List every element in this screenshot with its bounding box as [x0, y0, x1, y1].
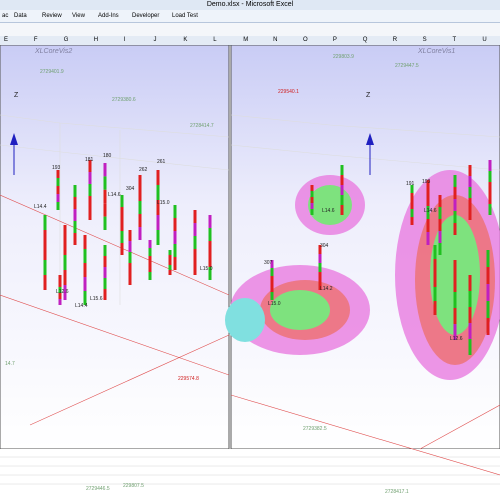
drill-label: L14.6: [424, 208, 437, 214]
column-header[interactable]: H: [93, 37, 99, 43]
grade-shells: [225, 170, 500, 380]
ribbon-tab[interactable]: Review: [42, 13, 62, 19]
drill-label: L15.6: [90, 296, 103, 302]
box-frame: [0, 114, 500, 305]
drill-label: L14.6: [108, 192, 121, 198]
drill-label: 304: [126, 186, 135, 192]
column-header[interactable]: L: [213, 37, 217, 43]
coordinate-label: 229540.1: [278, 89, 299, 95]
axis-label: Z: [14, 92, 19, 99]
column-header[interactable]: M: [243, 37, 249, 43]
ribbon: ac Data Review View Add-Ins Developer Load Tes…: [0, 10, 500, 23]
drill-label: 307: [264, 260, 273, 266]
pane-title: XLCoreVis1: [417, 48, 455, 55]
drill-label: L15.0: [157, 200, 170, 206]
coordinate-label: 229574.8: [178, 376, 199, 382]
drill-label: L14.6: [322, 208, 335, 214]
drill-label: 191: [406, 181, 415, 187]
left-pane: [0, 45, 230, 450]
axis-label: Z: [366, 92, 371, 99]
title-bar: Demo.xlsx - Microsoft Excel: [0, 0, 500, 10]
coordinate-label: 14.7: [5, 361, 15, 367]
column-header[interactable]: R: [392, 37, 398, 43]
formula-area: [0, 23, 500, 37]
coordinate-label: 2729380.6: [112, 97, 136, 103]
column-header[interactable]: N: [273, 37, 278, 43]
drill-label: 193: [422, 179, 431, 185]
coordinate-label: 2729446.5: [86, 486, 110, 492]
drill-holes: [43, 160, 492, 355]
ribbon-tab[interactable]: ac: [2, 13, 9, 19]
coordinate-label: 229803.9: [333, 54, 354, 60]
drill-label: L15.0: [268, 301, 281, 307]
ribbon-tab[interactable]: Developer: [132, 13, 160, 19]
column-header[interactable]: T: [452, 37, 457, 43]
column-header[interactable]: G: [63, 37, 69, 43]
ribbon-tab[interactable]: Data: [14, 13, 27, 19]
z-arrows: [10, 133, 374, 175]
coordinate-label: 2729382.5: [303, 426, 327, 432]
pane-title: XLCoreVis2: [34, 48, 72, 55]
drill-label: L12.6: [56, 289, 69, 295]
column-header[interactable]: O: [303, 37, 308, 43]
sheet-rows: [0, 449, 500, 500]
drill-label: 193: [52, 165, 61, 171]
coordinate-label: 229807.5: [123, 483, 144, 489]
cell-grid: [0, 456, 500, 485]
ribbon-tab[interactable]: Load Test: [172, 13, 198, 19]
column-header[interactable]: I: [123, 37, 126, 43]
drill-label: 181: [85, 157, 94, 163]
drill-label: L14.2: [320, 286, 333, 292]
window-title: Demo.xlsx - Microsoft Excel: [206, 1, 294, 8]
drill-label: 180: [103, 153, 112, 159]
drill-label: 262: [139, 167, 148, 173]
coordinate-label: 2729401.9: [40, 69, 64, 75]
base-lines: [0, 194, 500, 476]
column-header[interactable]: U: [482, 37, 487, 43]
ribbon-tab[interactable]: View: [72, 13, 85, 19]
column-header[interactable]: F: [33, 37, 38, 43]
drill-label: 261: [157, 159, 166, 165]
column-header[interactable]: Q: [362, 37, 368, 43]
ribbon-tab[interactable]: Add-Ins: [98, 13, 119, 19]
drill-label: L14.4: [75, 303, 88, 309]
panes: XLCoreVis2 Z 2729401.9 2729380.6 2728414.7 22…: [0, 45, 500, 500]
column-header[interactable]: K: [183, 37, 188, 43]
drill-label: L15.0: [200, 266, 213, 272]
column-header[interactable]: P: [332, 37, 337, 43]
column-header[interactable]: S: [422, 37, 427, 43]
drill-label: 304: [320, 243, 329, 249]
coordinate-label: 2728417.1: [385, 489, 409, 495]
coordinate-label: 2728414.7: [190, 123, 214, 129]
drill-label: L12.6: [450, 336, 463, 342]
column-header[interactable]: E: [4, 37, 9, 43]
column-header[interactable]: J: [153, 37, 157, 43]
drill-label: L14.4: [34, 204, 47, 210]
coordinate-label: 2729447.5: [395, 63, 419, 69]
